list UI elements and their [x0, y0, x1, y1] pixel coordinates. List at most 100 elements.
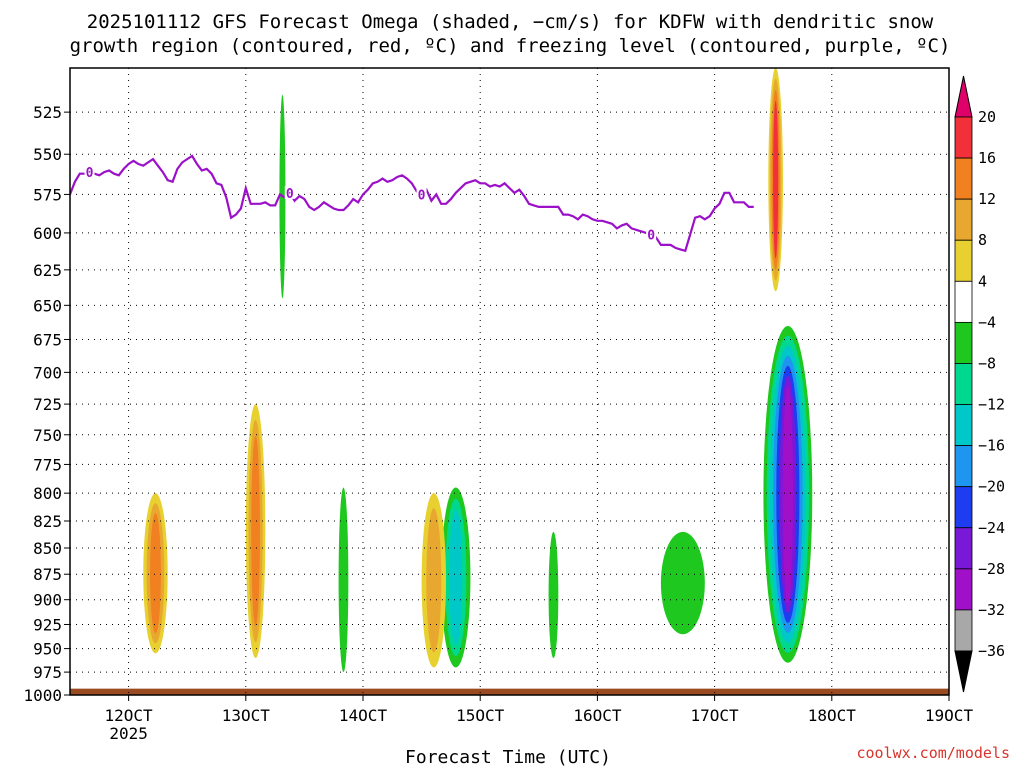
y-tick-label: 650: [33, 296, 62, 315]
y-tick-label: 750: [33, 426, 62, 445]
omega-contour: [251, 435, 260, 627]
y-tick-label: 675: [33, 330, 62, 349]
freezing-level-label: 0: [86, 166, 94, 181]
colorbar-box: [954, 609, 973, 652]
colorbar-label: −28: [978, 560, 1005, 578]
freezing-label-bg: [812, 0, 823, 13]
colorbar-box: [954, 321, 973, 364]
y-tick-label: 775: [33, 455, 62, 474]
omega-region: [768, 68, 783, 292]
freezing-label-bg: [84, 165, 95, 179]
colorbar-box: [954, 157, 973, 200]
y-tick-label: 850: [33, 539, 62, 558]
colorbar-label: −32: [978, 601, 1005, 619]
x-tick-label: 17OCT: [691, 706, 740, 725]
y-tick-label: 875: [33, 565, 62, 584]
omega-region: [441, 487, 471, 668]
y-tick-label: 525: [33, 103, 62, 122]
omega-contour: [782, 385, 793, 603]
x-tick-label: 15OCT: [456, 706, 505, 725]
y-axis-ticks: 525 550 575 600 625 650 675 700 725 750 775 800 825 8…: [23, 103, 70, 705]
freezing-label-bg: [416, 187, 427, 201]
freezing-level-label: 0: [813, 0, 821, 4]
colorbar-box: [954, 527, 973, 570]
colorbar-label: 8: [978, 231, 987, 249]
grid: [70, 68, 950, 696]
y-tick-label: 900: [33, 591, 62, 610]
colorbar-label: −16: [978, 437, 1005, 455]
colorbar-box: [954, 198, 973, 241]
omega-region: [763, 325, 813, 663]
colorbar-label: −20: [978, 478, 1005, 496]
x-axis-label: Forecast Time (UTC): [405, 747, 611, 768]
omega-contour: [548, 531, 559, 659]
x-tick-label: 16OCT: [573, 706, 622, 725]
y-tick-label: 725: [33, 395, 62, 414]
colorbar-label: 12: [978, 190, 996, 208]
colorbar: 20 16 12 8 4 −4 −8 −12 −16 −20 −24 −28 −32 −36: [954, 75, 1005, 693]
plot-background: [70, 68, 949, 695]
colorbar-box: [954, 445, 973, 488]
omega-region: [143, 493, 168, 654]
freezing-label-bg: [646, 227, 657, 241]
freezing-label-bg: [284, 185, 295, 199]
colorbar-box: [954, 116, 973, 159]
freezing-level-label: 0: [418, 188, 426, 203]
omega-region: [245, 404, 266, 659]
colorbar-label: 20: [978, 108, 996, 126]
omega-region: [421, 493, 447, 668]
y-tick-label: 925: [33, 615, 62, 634]
credit-text[interactable]: coolwx.com/models: [856, 744, 1010, 762]
y-tick-label: 1000: [23, 686, 62, 705]
y-tick-label: 950: [33, 640, 62, 659]
x-tick-label: 19OCT: [925, 706, 974, 725]
ground-surface: [70, 688, 949, 695]
omega-contour: [449, 509, 463, 645]
freezing-level-label: 0: [647, 228, 655, 243]
x-tick-label: 14OCT: [339, 706, 388, 725]
colorbar-box: [954, 239, 973, 282]
x-tick-label: 18OCT: [808, 706, 857, 725]
chart-title-line2: growth region (contoured, red, ºC) and f…: [70, 35, 951, 57]
colorbar-box: [954, 363, 973, 405]
omega-region: [548, 531, 559, 659]
y-tick-label: 625: [33, 261, 62, 280]
x-tick-label: 12OCT: [105, 706, 154, 725]
colorbar-box: [954, 280, 973, 323]
colorbar-bottom-arrow: [954, 650, 973, 693]
freezing-level-label: 0: [286, 187, 294, 202]
colorbar-label: −8: [978, 354, 996, 372]
omega-contour: [660, 531, 705, 635]
y-tick-label: 700: [33, 363, 62, 382]
colorbar-label: −36: [978, 642, 1005, 660]
omega-region: [660, 531, 705, 635]
colorbar-box: [954, 568, 973, 611]
omega-contour: [338, 487, 349, 673]
omega-contour: [426, 508, 442, 653]
y-tick-label: 550: [33, 145, 62, 164]
colorbar-label: 4: [978, 272, 987, 290]
colorbar-label: −4: [978, 313, 996, 331]
x-tick-year-label: 2025: [109, 724, 148, 743]
colorbar-top-arrow: [954, 75, 973, 118]
freezing-level-line: [70, 154, 754, 253]
colorbar-box: [954, 486, 973, 529]
y-tick-label: 825: [33, 512, 62, 531]
plot-area: 0 0 0 0 0: [69, 0, 950, 696]
y-tick-label: 800: [33, 484, 62, 503]
omega-contour: [773, 100, 779, 259]
colorbar-box: [954, 404, 973, 447]
y-tick-label: 975: [33, 663, 62, 682]
colorbar-label: 16: [978, 149, 996, 167]
x-tick-label: 13OCT: [222, 706, 271, 725]
omega-shading: [70, 68, 949, 695]
y-tick-label: 575: [33, 185, 62, 204]
chart-title-line1: 2025101112 GFS Forecast Omega (shaded, −…: [87, 11, 934, 33]
colorbar-label: −24: [978, 519, 1005, 537]
omega-region: [338, 487, 349, 673]
plot-frame: [69, 67, 950, 696]
colorbar-label: −12: [978, 396, 1005, 414]
omega-contour: [150, 513, 161, 634]
